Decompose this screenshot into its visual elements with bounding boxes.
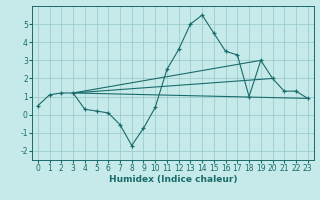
X-axis label: Humidex (Indice chaleur): Humidex (Indice chaleur): [108, 175, 237, 184]
